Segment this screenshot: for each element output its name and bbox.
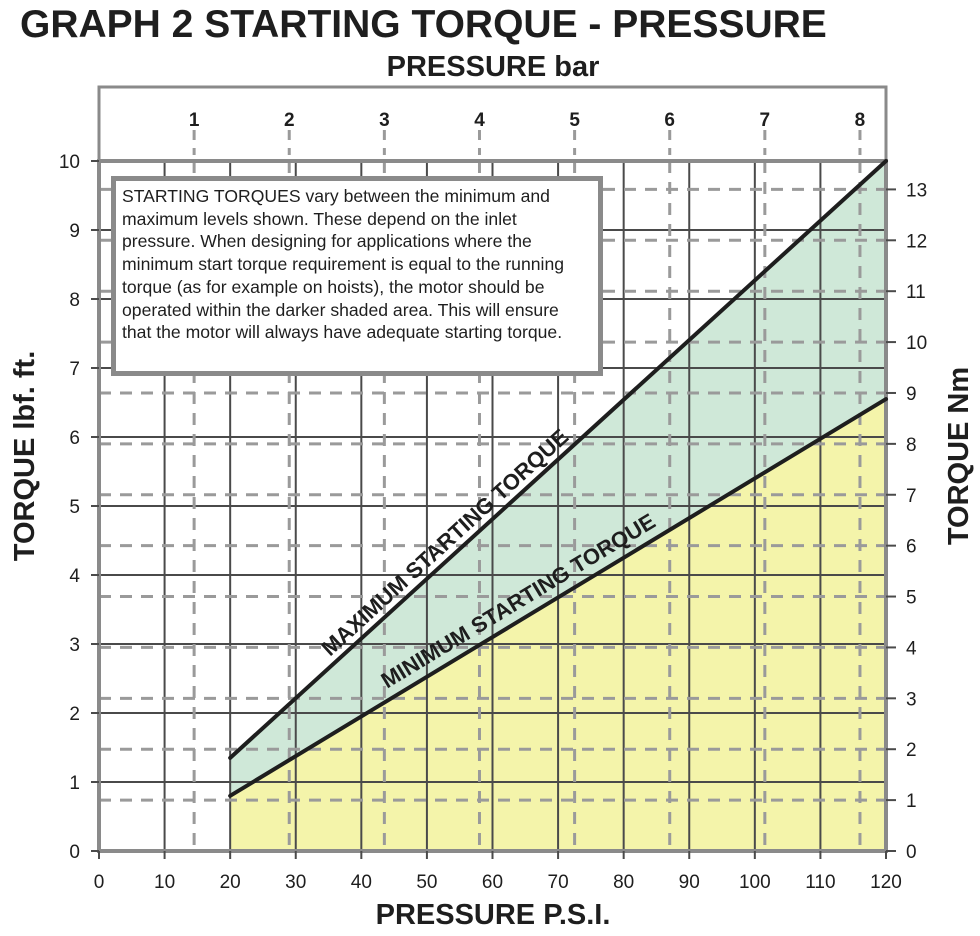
bottom-axis-title: PRESSURE P.S.I. — [376, 899, 611, 931]
y-tick-label: 0 — [69, 842, 80, 863]
x-tick-label: 0 — [94, 872, 105, 893]
y-tick-label: 3 — [69, 635, 80, 656]
nm-tick-label: 3 — [906, 689, 917, 710]
bar-tick-label: 7 — [760, 110, 771, 131]
nm-tick-label: 5 — [906, 588, 917, 609]
y-tick-label: 4 — [69, 566, 80, 587]
nm-tick-label: 9 — [906, 384, 917, 405]
nm-tick-label: 4 — [906, 638, 917, 659]
nm-tick-label: 8 — [906, 435, 917, 456]
left-axis-title: TORQUE lbf. ft. — [9, 351, 41, 562]
nm-tick-label: 7 — [906, 486, 917, 507]
max-torque-line — [228, 159, 888, 760]
bar-tick-label: 2 — [284, 110, 295, 131]
bar-tick-label: 5 — [569, 110, 580, 131]
x-tick-label: 120 — [870, 872, 902, 893]
x-tick-label: 100 — [739, 872, 771, 893]
x-tick-label: 110 — [805, 872, 835, 893]
right-axis-title: TORQUE Nm — [943, 367, 975, 545]
nm-tick-label: 0 — [906, 842, 917, 863]
x-tick-label: 60 — [482, 872, 503, 893]
x-tick-label: 90 — [679, 872, 700, 893]
x-tick-label: 50 — [416, 872, 437, 893]
y-tick-label: 9 — [69, 221, 80, 242]
x-tick-label: 40 — [351, 872, 372, 893]
nm-tick-label: 13 — [906, 180, 927, 201]
nm-tick-label: 10 — [906, 333, 927, 354]
x-tick-label: 10 — [154, 872, 175, 893]
y-tick-label: 2 — [69, 704, 80, 725]
nm-tick-label: 2 — [906, 740, 917, 761]
info-note: STARTING TORQUES vary between the minimu… — [111, 176, 603, 376]
y-tick-label: 8 — [69, 290, 80, 311]
nm-tick-label: 12 — [906, 231, 927, 252]
x-tick-label: 20 — [220, 872, 241, 893]
min-torque-line — [228, 397, 888, 798]
chart-title: GRAPH 2 STARTING TORQUE - PRESSURE — [20, 3, 827, 46]
y-tick-label: 1 — [69, 773, 80, 794]
nm-tick-label: 6 — [906, 537, 917, 558]
nm-tick-label: 11 — [906, 282, 926, 303]
bar-tick-label: 3 — [379, 110, 390, 131]
y-tick-label: 5 — [69, 497, 80, 518]
bar-tick-label: 1 — [189, 110, 200, 131]
bar-tick-label: 8 — [855, 110, 866, 131]
bar-tick-label: 4 — [474, 110, 485, 131]
y-tick-label: 7 — [69, 359, 80, 380]
bar-tick-label: 6 — [664, 110, 675, 131]
nm-tick-label: 1 — [906, 791, 917, 812]
x-tick-label: 70 — [548, 872, 569, 893]
y-tick-label: 10 — [59, 152, 80, 173]
top-axis-title: PRESSURE bar — [387, 51, 600, 83]
x-tick-label: 30 — [285, 872, 306, 893]
y-tick-label: 6 — [69, 428, 80, 449]
x-tick-label: 80 — [613, 872, 634, 893]
